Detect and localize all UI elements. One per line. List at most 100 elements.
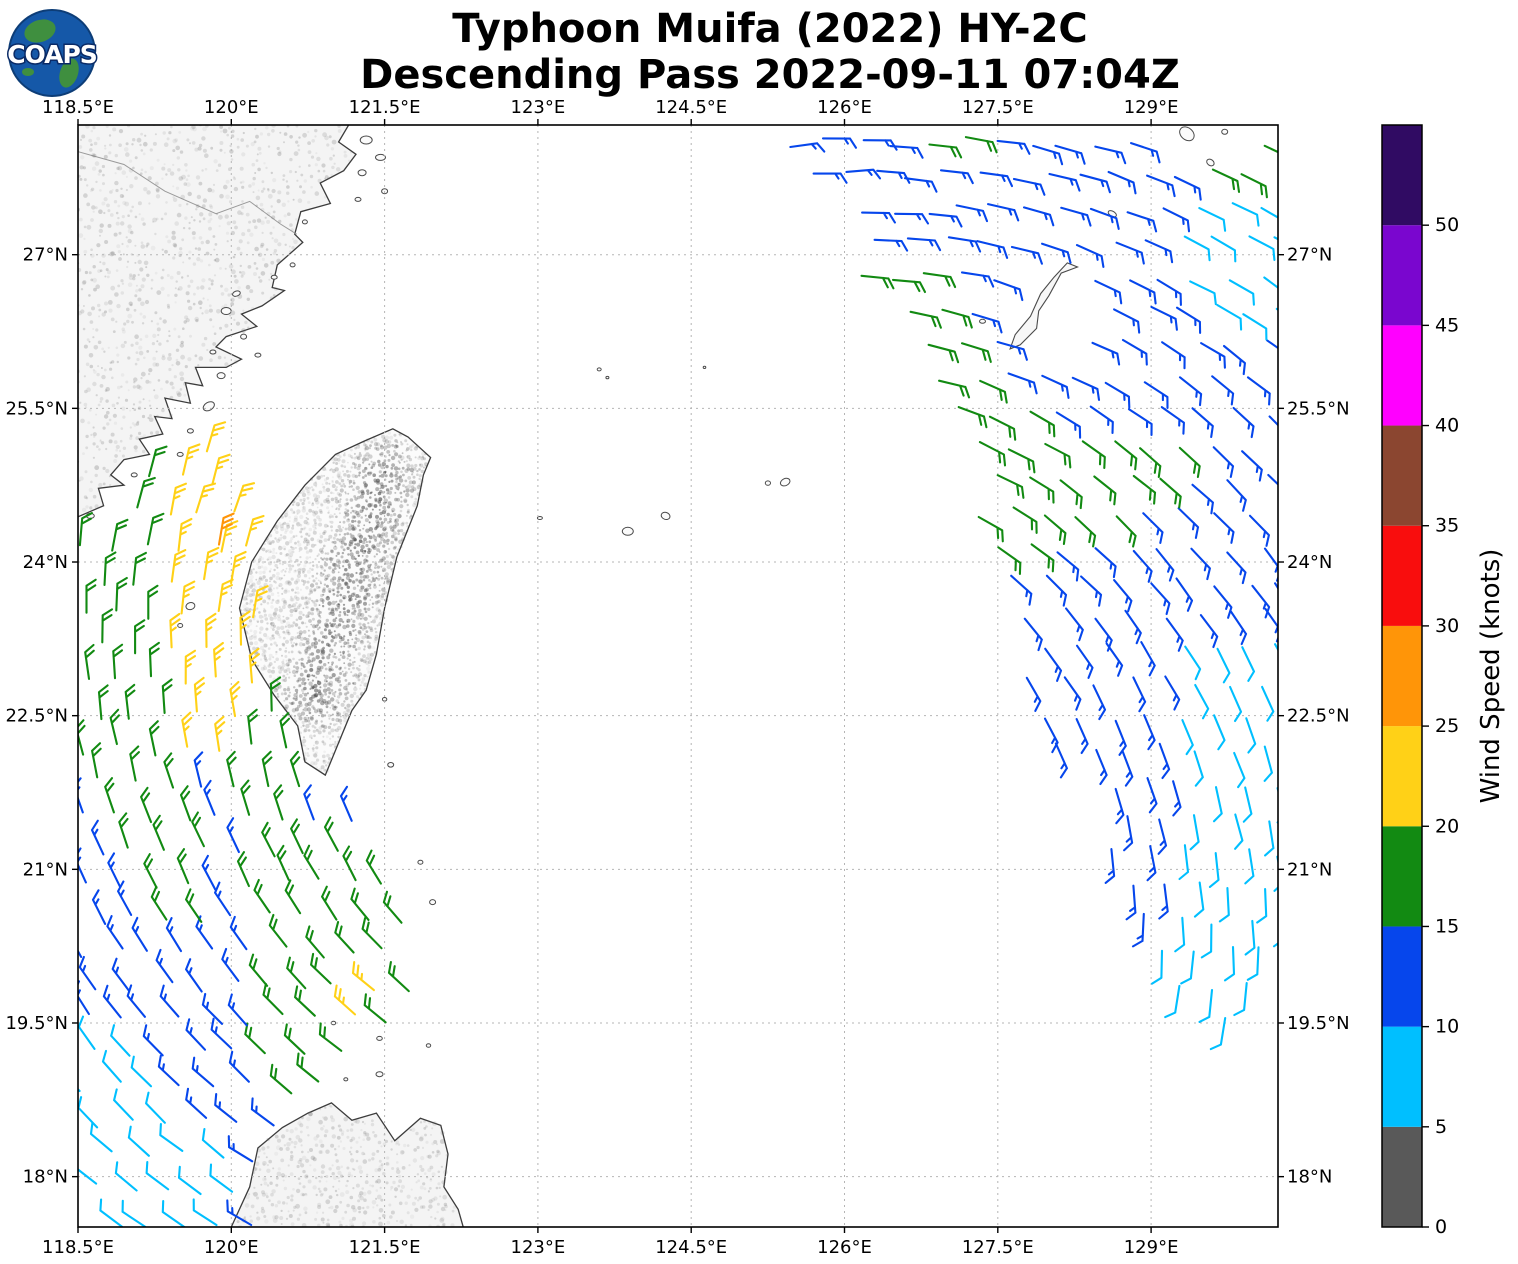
wind-barb bbox=[318, 1022, 343, 1052]
china-coastline bbox=[78, 125, 357, 518]
island bbox=[354, 196, 362, 202]
wind-barb bbox=[1175, 306, 1202, 334]
wind-barb bbox=[148, 641, 160, 678]
logo-continent-north bbox=[24, 19, 56, 43]
wind-barb bbox=[903, 177, 938, 193]
wind-barb bbox=[214, 1092, 238, 1123]
island bbox=[381, 697, 388, 702]
wind-barb bbox=[1246, 376, 1271, 406]
island bbox=[186, 428, 194, 434]
wind-barb bbox=[1094, 145, 1127, 165]
colorbar-frame bbox=[1381, 124, 1423, 1228]
colorbar-tick-label: 45 bbox=[1435, 314, 1459, 336]
wind-barb bbox=[90, 819, 105, 856]
colorbar-segment bbox=[1382, 1126, 1422, 1227]
wind-barb bbox=[85, 578, 97, 614]
lon-label-top: 129°E bbox=[1124, 97, 1179, 118]
wind-barb bbox=[947, 236, 982, 253]
wind-barb bbox=[1032, 144, 1064, 166]
wind-barb bbox=[1012, 177, 1046, 196]
wind-barb bbox=[179, 785, 192, 822]
wind-barb bbox=[78, 980, 90, 1016]
wind-barb bbox=[185, 958, 203, 993]
wind-barb bbox=[1242, 313, 1268, 341]
wind-barb bbox=[1261, 685, 1275, 722]
colorbar-tick-label: 50 bbox=[1435, 214, 1459, 236]
wind-barb bbox=[1115, 515, 1137, 548]
wind-barb bbox=[244, 1022, 266, 1055]
wind-barb bbox=[101, 1049, 122, 1083]
wind-barb bbox=[1212, 446, 1235, 478]
wind-barb bbox=[1199, 614, 1219, 649]
island bbox=[1221, 128, 1229, 135]
wind-barb bbox=[78, 949, 83, 958]
lat-label-right: 18°N bbox=[1287, 1167, 1332, 1188]
lon-label-bottom: 124.5°E bbox=[655, 1237, 727, 1258]
island bbox=[605, 375, 610, 380]
wind-barb bbox=[1132, 676, 1147, 713]
wind-barb bbox=[279, 712, 291, 749]
wind-barb bbox=[195, 915, 214, 950]
wind-barb bbox=[205, 421, 227, 453]
wind-barb bbox=[1093, 475, 1117, 506]
wind-barb bbox=[1126, 211, 1158, 233]
wind-barb bbox=[118, 812, 129, 849]
wind-barb bbox=[1200, 342, 1226, 369]
wind-barb bbox=[978, 441, 1007, 467]
wind-barb bbox=[228, 1050, 250, 1083]
colorbar-segment bbox=[1382, 225, 1422, 326]
island bbox=[289, 262, 296, 268]
wind-barb bbox=[229, 680, 241, 718]
wind-barb bbox=[136, 476, 156, 509]
wind-barb bbox=[891, 278, 927, 294]
island bbox=[357, 169, 367, 177]
wind-barb bbox=[1029, 476, 1055, 504]
wind-barb bbox=[350, 887, 370, 921]
wind-barb bbox=[1155, 548, 1175, 582]
lat-label-right: 27°N bbox=[1287, 245, 1332, 266]
wind-barb bbox=[78, 1015, 96, 1050]
wind-barb bbox=[342, 845, 357, 882]
wind-barb bbox=[1043, 717, 1059, 754]
wind-barb bbox=[1178, 446, 1201, 479]
wind-barb bbox=[1022, 206, 1055, 227]
wind-barb bbox=[1054, 742, 1068, 779]
wind-barb bbox=[1132, 474, 1157, 505]
wind-barb bbox=[1263, 745, 1273, 782]
wind-barb bbox=[1189, 814, 1200, 851]
wind-barb bbox=[276, 844, 290, 881]
wind-barb bbox=[226, 750, 237, 788]
wind-barb bbox=[1211, 168, 1241, 193]
wind-barb bbox=[1114, 719, 1127, 756]
wind-barb bbox=[1121, 338, 1148, 366]
wind-barb bbox=[909, 310, 942, 329]
wind-barb bbox=[1080, 575, 1103, 607]
wind-barb bbox=[150, 885, 168, 921]
wind-barb bbox=[217, 578, 234, 613]
terrain-shading bbox=[78, 125, 461, 1227]
wind-barb bbox=[997, 546, 1022, 575]
wind-barb bbox=[960, 271, 995, 288]
wind-barb bbox=[1150, 582, 1171, 616]
wind-barb bbox=[145, 1161, 170, 1191]
colorbar-segment bbox=[1382, 826, 1422, 927]
island bbox=[375, 153, 386, 161]
wind-barb bbox=[170, 549, 187, 583]
wind-barb bbox=[1059, 479, 1083, 510]
wind-barb bbox=[195, 482, 217, 514]
wind-barb bbox=[976, 240, 1009, 259]
plot-border bbox=[77, 124, 1279, 1228]
wind-barb bbox=[134, 619, 146, 655]
wind-barb bbox=[210, 1017, 233, 1050]
wind-barb bbox=[1226, 551, 1247, 585]
wind-barb bbox=[192, 1198, 218, 1227]
wind-barb bbox=[862, 139, 898, 151]
wind-barb bbox=[250, 1097, 275, 1127]
wind-barb bbox=[91, 742, 102, 779]
wind-barb bbox=[939, 169, 974, 185]
island bbox=[185, 602, 196, 611]
wind-barb bbox=[290, 818, 304, 855]
wind-barb bbox=[1229, 610, 1248, 646]
wind-barb bbox=[960, 342, 992, 363]
wind-barb bbox=[1208, 852, 1220, 888]
